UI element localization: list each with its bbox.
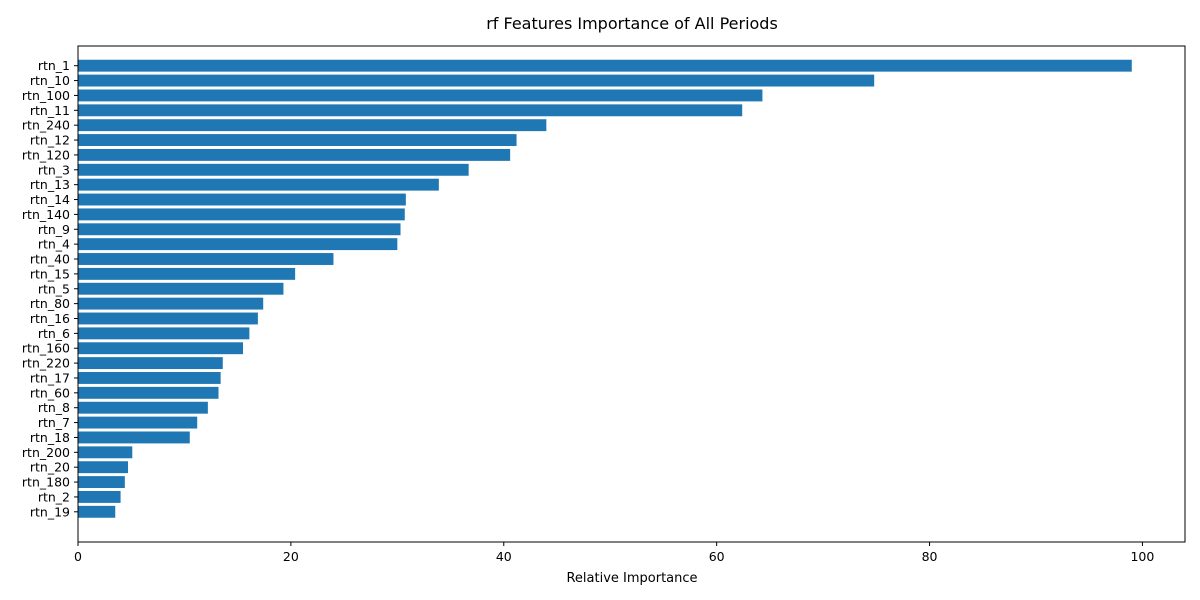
y-tick-label: rtn_60 (30, 385, 70, 400)
bar-rtn-200 (78, 446, 133, 459)
x-tick-label: 100 (1130, 549, 1154, 564)
bar-rtn-140 (78, 208, 405, 221)
bar-rtn-18 (78, 431, 190, 444)
bar-rtn-19 (78, 505, 116, 518)
bars-group (78, 59, 1132, 518)
chart-title: rf Features Importance of All Periods (486, 14, 778, 33)
y-tick-label: rtn_5 (38, 281, 70, 296)
bar-rtn-8 (78, 401, 208, 414)
bar-rtn-40 (78, 253, 334, 265)
x-axis-label: Relative Importance (566, 571, 697, 586)
y-tick-label: rtn_40 (30, 252, 70, 267)
bar-rtn-80 (78, 297, 264, 310)
bar-rtn-9 (78, 223, 401, 236)
plot-frame (77, 45, 1186, 543)
bar-rtn-14 (78, 193, 406, 206)
y-tick-label: rtn_14 (30, 192, 70, 207)
x-tick-label: 40 (496, 549, 512, 564)
bar-rtn-6 (78, 327, 250, 340)
y-tick-label: rtn_20 (30, 460, 70, 475)
y-tick-label: rtn_220 (22, 356, 70, 371)
bar-rtn-3 (78, 163, 469, 176)
bar-rtn-20 (78, 461, 129, 474)
y-tick-label: rtn_4 (38, 237, 70, 252)
y-tick-label: rtn_160 (22, 341, 70, 356)
x-axis-ticks: 0 20 40 60 80 100 (74, 542, 1154, 564)
bar-rtn-60 (78, 386, 219, 399)
bar-rtn-4 (78, 238, 398, 251)
y-tick-label: rtn_18 (30, 430, 70, 445)
bar-rtn-180 (78, 476, 125, 489)
y-tick-label: rtn_200 (22, 445, 70, 460)
y-tick-label: rtn_140 (22, 207, 70, 222)
bar-rtn-10 (78, 74, 875, 87)
x-tick-label: 60 (709, 549, 725, 564)
bar-rtn-7 (78, 416, 198, 429)
bar-rtn-240 (78, 119, 547, 132)
y-tick-label: rtn_2 (38, 489, 70, 504)
bar-rtn-16 (78, 312, 258, 325)
bar-rtn-5 (78, 282, 284, 295)
bar-rtn-13 (78, 178, 439, 191)
y-tick-label: rtn_80 (30, 296, 70, 311)
y-tick-label: rtn_240 (22, 118, 70, 133)
y-tick-label: rtn_13 (30, 177, 70, 192)
bar-rtn-220 (78, 357, 223, 370)
bar-rtn-15 (78, 267, 296, 280)
x-tick-label: 20 (283, 549, 299, 564)
y-tick-label: rtn_16 (30, 311, 70, 326)
bar-rtn-2 (78, 490, 121, 503)
y-tick-label: rtn_15 (30, 266, 70, 281)
y-tick-label: rtn_17 (30, 370, 70, 385)
bar-rtn-1 (78, 59, 1132, 72)
bar-rtn-100 (78, 89, 763, 102)
bar-rtn-160 (78, 342, 243, 355)
y-tick-label: rtn_10 (30, 73, 70, 88)
bar-rtn-17 (78, 372, 221, 384)
y-tick-label: rtn_11 (30, 103, 70, 118)
y-tick-label: rtn_19 (30, 504, 70, 519)
y-tick-label: rtn_100 (22, 88, 70, 103)
bar-rtn-12 (78, 134, 517, 146)
y-tick-label: rtn_6 (38, 326, 70, 341)
y-tick-label: rtn_8 (38, 400, 70, 415)
y-tick-label: rtn_3 (38, 162, 70, 177)
bar-rtn-120 (78, 148, 511, 161)
y-tick-label: rtn_9 (38, 222, 70, 237)
x-tick-label: 80 (922, 549, 938, 564)
y-axis-ticks: rtn_1rtn_10rtn_100rtn_11rtn_240rtn_12rtn… (22, 58, 78, 519)
y-tick-label: rtn_7 (38, 415, 70, 430)
y-tick-label: rtn_1 (38, 58, 70, 73)
x-tick-label: 0 (74, 549, 82, 564)
y-tick-label: rtn_180 (22, 475, 70, 490)
y-tick-label: rtn_120 (22, 147, 70, 162)
bar-rtn-11 (78, 104, 743, 117)
y-tick-label: rtn_12 (30, 133, 70, 148)
